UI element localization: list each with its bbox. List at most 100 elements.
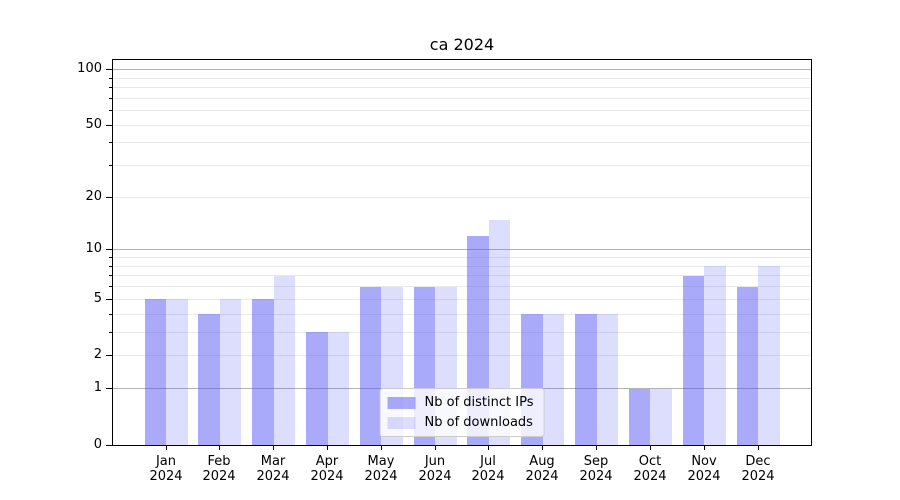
y-tick-minor xyxy=(109,142,112,143)
x-label-month: Feb xyxy=(207,454,231,469)
bar-downloads xyxy=(758,266,780,445)
y-tick-label: 20 xyxy=(85,189,102,204)
legend-swatch-distinct-ips xyxy=(387,396,416,409)
x-label-year: 2024 xyxy=(256,469,290,484)
bar-downloads xyxy=(596,314,618,445)
x-tick xyxy=(758,445,759,450)
y-tick xyxy=(106,445,112,446)
x-label-month: Jun xyxy=(424,454,446,469)
y-tick-label: 5 xyxy=(93,291,102,306)
x-tick xyxy=(596,445,597,450)
x-label-year: 2024 xyxy=(741,469,775,484)
gridline-major xyxy=(113,69,811,70)
legend-label-distinct-ips: Nb of distinct IPs xyxy=(424,395,534,410)
bar-downloads xyxy=(650,388,672,445)
gridline-minor xyxy=(113,78,811,79)
x-tick xyxy=(327,445,328,450)
gridline-minor xyxy=(113,87,811,88)
x-tick xyxy=(273,445,274,450)
bar-downloads xyxy=(166,299,188,445)
y-tick-minor xyxy=(109,314,112,315)
y-tick-minor xyxy=(109,275,112,276)
bar-downloads xyxy=(542,314,565,445)
x-tick-label: Oct 2024 xyxy=(618,454,682,484)
x-label-year: 2024 xyxy=(418,469,452,484)
y-tick-minor xyxy=(109,98,112,99)
y-tick xyxy=(106,355,112,356)
bar-distinct-ips xyxy=(736,286,758,445)
x-label-year: 2024 xyxy=(149,469,183,484)
gridline-minor xyxy=(113,314,811,315)
x-label-year: 2024 xyxy=(525,469,559,484)
bar-distinct-ips xyxy=(198,314,220,445)
gridline-minor xyxy=(113,266,811,267)
gridline-major xyxy=(113,197,811,198)
bar-distinct-ips xyxy=(575,314,597,445)
chart-title: ca 2024 xyxy=(429,35,495,54)
y-tick-minor xyxy=(109,87,112,88)
y-tick xyxy=(106,69,112,70)
x-label-month: Dec xyxy=(745,454,771,469)
x-label-month: Mar xyxy=(260,454,286,469)
legend-item-downloads: Nb of downloads xyxy=(387,415,534,430)
plot-area: Nb of distinct IPs Nb of downloads xyxy=(112,59,812,446)
gridline-major xyxy=(113,249,811,250)
bar-distinct-ips xyxy=(144,299,166,445)
x-label-year: 2024 xyxy=(579,469,613,484)
y-tick-minor xyxy=(109,165,112,166)
x-tick-label: Aug 2024 xyxy=(510,454,574,484)
x-tick xyxy=(704,445,705,450)
x-tick-label: Nov 2024 xyxy=(672,454,736,484)
bar-downloads xyxy=(273,275,296,445)
gridline-minor xyxy=(113,332,811,333)
gridline-major xyxy=(113,125,811,126)
gridline-minor xyxy=(113,165,811,166)
x-tick xyxy=(166,445,167,450)
y-tick-minor xyxy=(109,332,112,333)
y-tick-minor xyxy=(109,286,112,287)
y-tick-label: 0 xyxy=(93,437,102,452)
x-label-year: 2024 xyxy=(310,469,344,484)
x-tick xyxy=(650,445,651,450)
y-tick xyxy=(106,388,112,389)
y-tick xyxy=(106,299,112,300)
x-tick-label: Mar 2024 xyxy=(241,454,305,484)
x-tick xyxy=(435,445,436,450)
x-label-month: Oct xyxy=(638,454,662,469)
gridline-minor xyxy=(113,110,811,111)
x-tick xyxy=(488,445,489,450)
x-tick xyxy=(542,445,543,450)
x-label-year: 2024 xyxy=(364,469,398,484)
bar-distinct-ips xyxy=(628,388,651,445)
bar-downloads xyxy=(704,266,726,445)
x-tick xyxy=(219,445,220,450)
x-label-year: 2024 xyxy=(633,469,667,484)
x-label-year: 2024 xyxy=(471,469,505,484)
x-label-month: Jul xyxy=(480,454,496,469)
x-tick-label: Jul 2024 xyxy=(456,454,520,484)
bar-downloads xyxy=(327,332,349,445)
y-tick-label: 10 xyxy=(85,241,102,256)
bar-distinct-ips xyxy=(306,332,328,445)
gridline-major xyxy=(113,355,811,356)
x-tick-label: Dec 2024 xyxy=(726,454,790,484)
y-tick-minor xyxy=(109,110,112,111)
y-tick-label: 2 xyxy=(93,347,102,362)
x-tick-label: Sep 2024 xyxy=(564,454,628,484)
x-label-month: May xyxy=(367,454,395,469)
x-label-year: 2024 xyxy=(687,469,721,484)
gridline-minor xyxy=(113,142,811,143)
x-tick-label: Jun 2024 xyxy=(403,454,467,484)
bar-downloads xyxy=(219,299,242,445)
x-label-month: Apr xyxy=(315,454,339,469)
gridline-minor xyxy=(113,257,811,258)
y-tick-minor xyxy=(109,257,112,258)
y-tick xyxy=(106,249,112,250)
x-label-year: 2024 xyxy=(202,469,236,484)
x-tick-label: May 2024 xyxy=(349,454,413,484)
y-tick xyxy=(106,197,112,198)
legend: Nb of distinct IPs Nb of downloads xyxy=(379,388,545,437)
x-label-month: Nov xyxy=(691,454,717,469)
legend-item-distinct-ips: Nb of distinct IPs xyxy=(387,395,534,410)
y-tick-label: 100 xyxy=(77,61,102,76)
